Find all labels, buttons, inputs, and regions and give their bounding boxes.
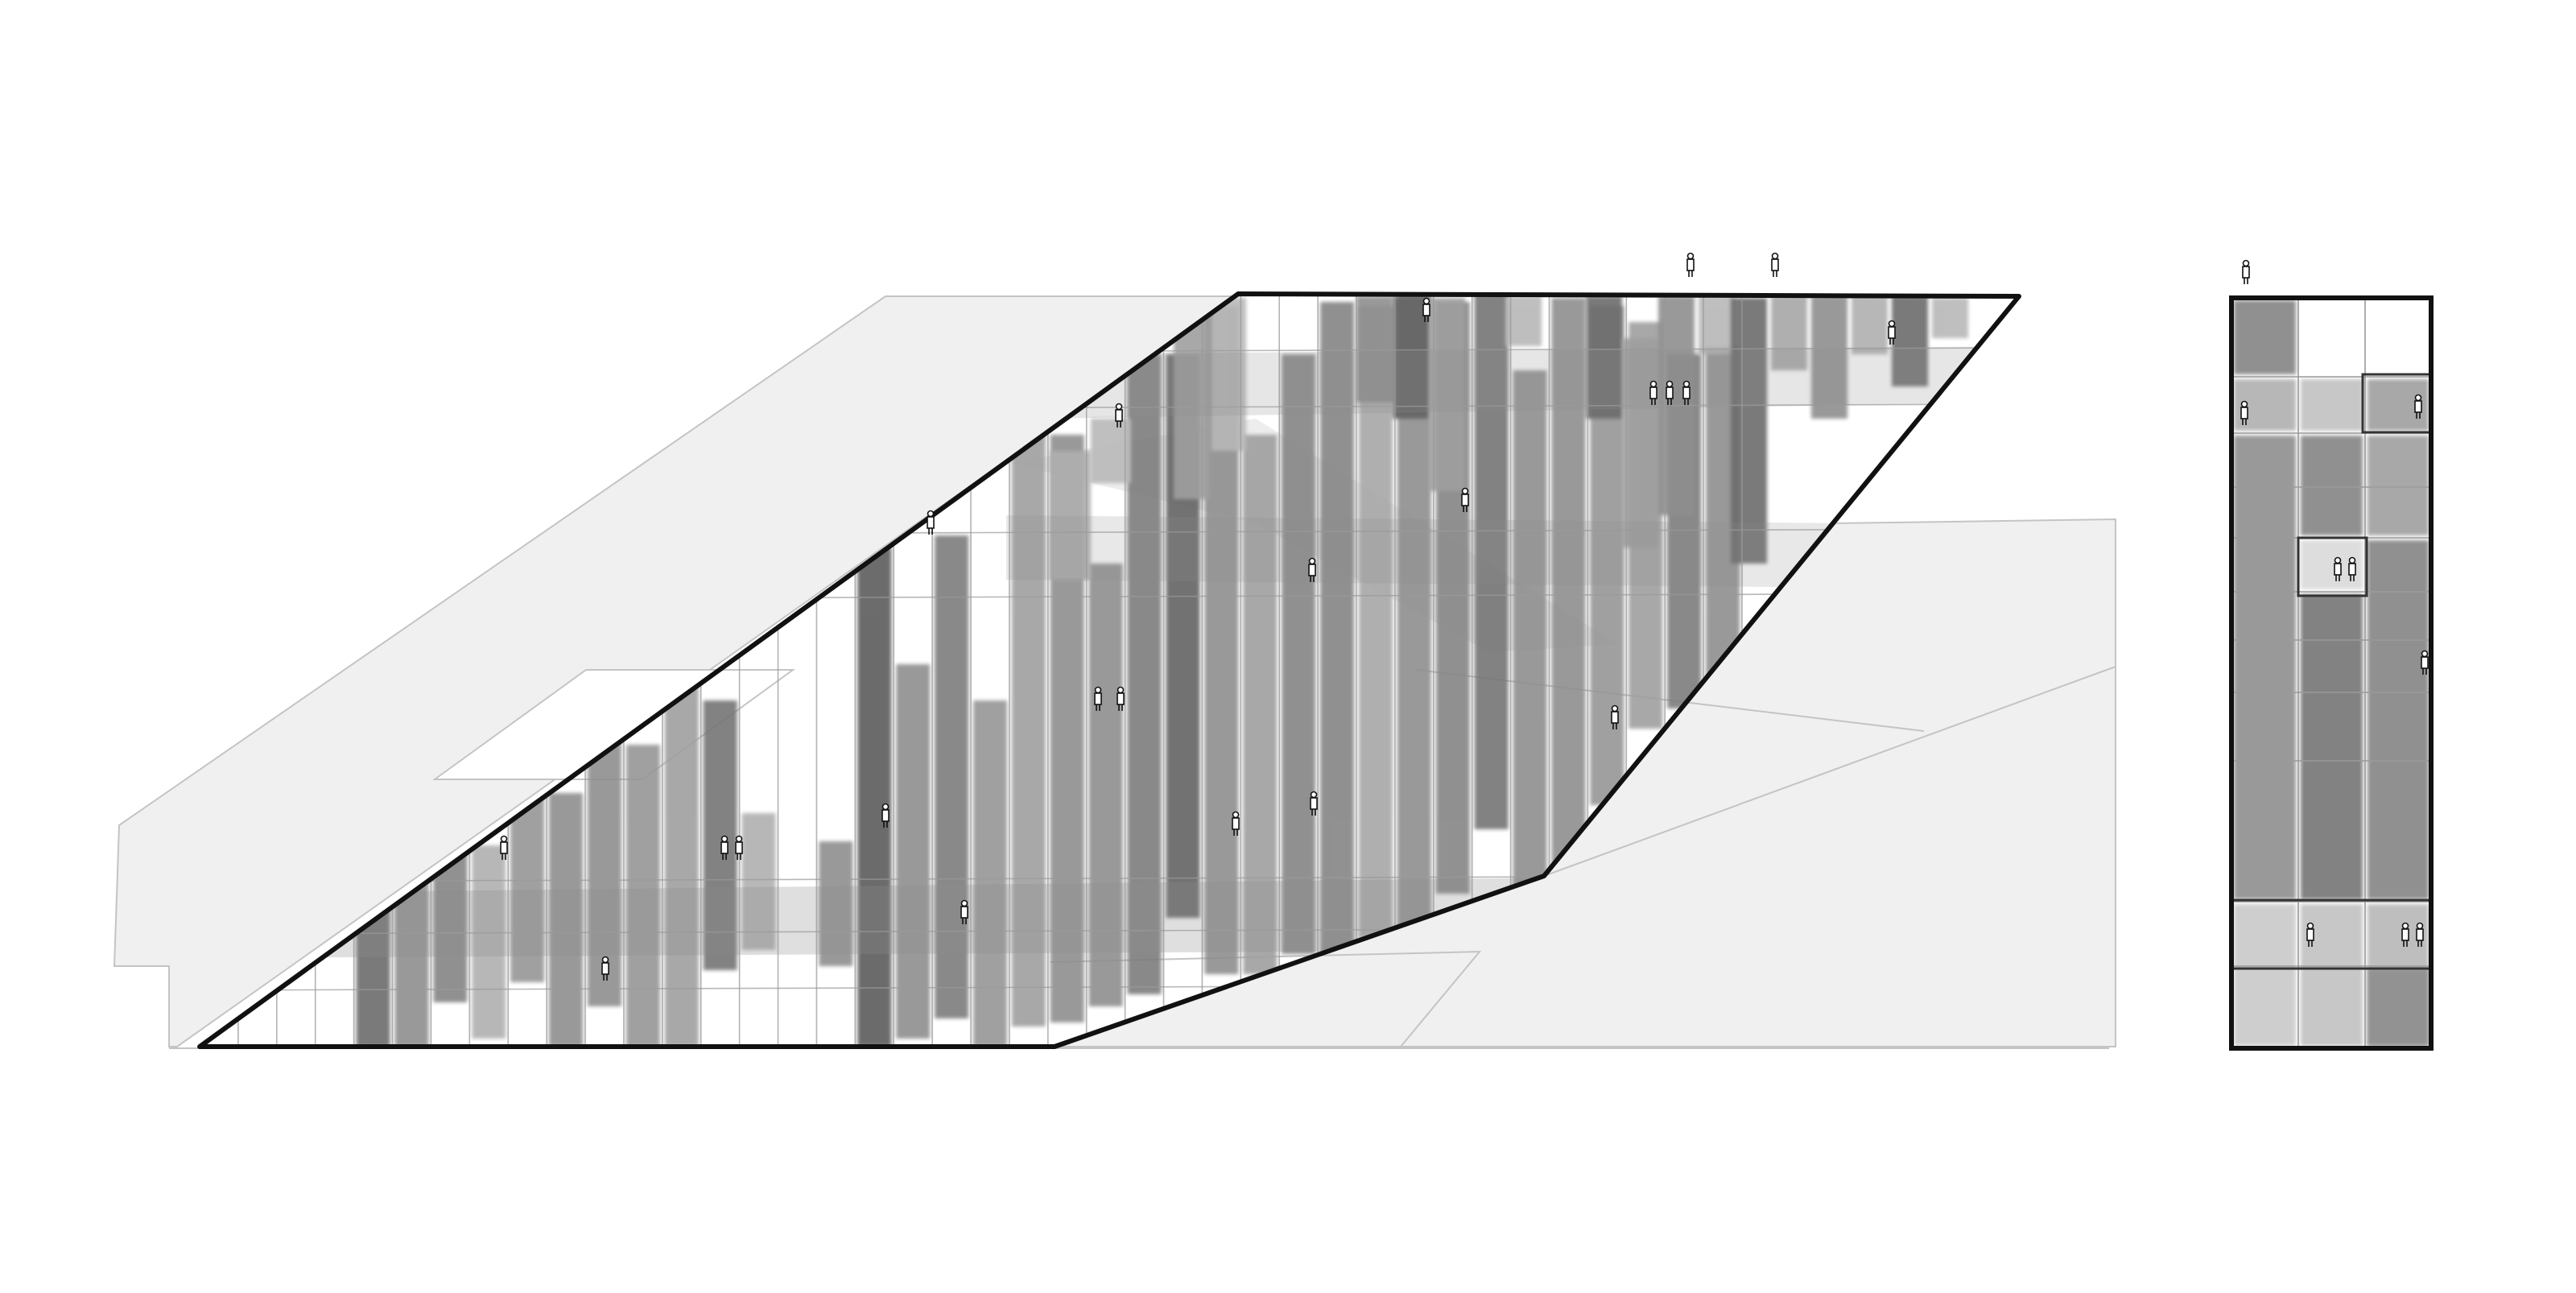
side-elevation-outline: [2229, 295, 2434, 1051]
side-panel: [2234, 436, 2296, 899]
facade-panel: [1586, 296, 1622, 419]
context-opening: [431, 669, 796, 780]
person-figure-icon: [720, 835, 729, 860]
horizontal-band: [1046, 346, 2019, 419]
side-facade-panels: [2234, 300, 2429, 1046]
facade-panel: [1320, 302, 1354, 1006]
facade-panel: [1091, 419, 1131, 483]
person-figure-icon: [1686, 252, 1695, 277]
person-figure-icon: [601, 956, 609, 981]
facade-panel: [1474, 294, 1509, 829]
facade-panel: [1699, 296, 1735, 354]
person-figure-icon: [1094, 686, 1102, 711]
facade-panel: [1892, 296, 1928, 386]
facade-panel: [1011, 419, 1046, 1027]
person-figure-icon: [1666, 380, 1674, 405]
person-figure-icon: [2348, 556, 2356, 581]
facade-panel: [1513, 370, 1547, 926]
side-box: [2297, 536, 2368, 597]
person-figure-icon: [2421, 650, 2429, 675]
facade-panel: [896, 664, 931, 1039]
side-panel: [2368, 540, 2429, 899]
person-figure-icon: [735, 835, 743, 860]
person-figure-icon: [2334, 556, 2342, 581]
facade-panel: [935, 535, 968, 1018]
person-figure-icon: [500, 835, 508, 860]
person-figure-icon: [2240, 400, 2248, 425]
person-figure-icon: [1888, 320, 1896, 345]
side-panel: [2301, 379, 2363, 431]
facade-panel: [1551, 298, 1586, 918]
facade-panel: [1051, 451, 1091, 580]
person-figure-icon: [1422, 297, 1430, 322]
side-panel: [2234, 904, 2296, 1046]
side-panel: [2301, 436, 2363, 535]
facade-panel: [1505, 296, 1542, 346]
person-figure-icon: [960, 899, 968, 924]
horizontal-band: [1006, 515, 1852, 588]
horizontal-band: [200, 878, 1570, 958]
front-elevation-outline: [197, 291, 2021, 1049]
person-figure-icon: [1117, 686, 1125, 711]
person-figure-icon: [2242, 259, 2250, 284]
side-panel: [2368, 969, 2429, 1046]
scale-figures: [500, 252, 2429, 981]
facade-panel: [549, 793, 583, 1047]
facade-panel: [1731, 298, 1767, 564]
person-figure-icon: [1308, 557, 1316, 582]
facade-panel: [857, 547, 892, 1047]
person-figure-icon: [2306, 922, 2314, 947]
facade-panel: [1811, 296, 1847, 419]
person-figure-icon: [1771, 252, 1779, 277]
facade-panel: [1852, 296, 1888, 354]
person-figure-icon: [1682, 380, 1690, 405]
person-figure-icon: [881, 803, 890, 828]
side-box: [2361, 373, 2431, 434]
facade-panel: [664, 668, 699, 1047]
person-figure-icon: [1232, 811, 1240, 836]
person-figure-icon: [1461, 487, 1469, 512]
facade-panel: [1088, 564, 1123, 1006]
side-box: [2231, 898, 2431, 970]
person-figure-icon: [1611, 704, 1619, 729]
person-figure-icon: [2416, 922, 2424, 947]
facade-panel: [625, 745, 660, 1047]
person-figure-icon: [927, 510, 935, 535]
person-figure-icon: [1310, 791, 1318, 816]
facade-panel: [1359, 306, 1393, 938]
facade-panel: [1243, 435, 1278, 974]
person-figure-icon: [1649, 380, 1657, 405]
side-facade-grid: [2231, 298, 2431, 1048]
side-panel: [2368, 436, 2429, 535]
context-line: [1543, 666, 2116, 877]
facade-panel: [1429, 298, 1465, 491]
facade-panel: [1393, 296, 1429, 419]
person-figure-icon: [2414, 394, 2422, 419]
facade-panel: [741, 813, 776, 950]
facade-panel: [1282, 354, 1316, 954]
side-panel: [2234, 300, 2296, 374]
facade-panel: [1771, 296, 1807, 370]
facade-panel: [703, 700, 737, 970]
facade-panel: [973, 700, 1007, 1047]
person-figure-icon: [1115, 403, 1123, 428]
facade-panel: [1932, 298, 1968, 338]
facade-panel: [1622, 338, 1658, 547]
person-figure-icon: [2401, 922, 2409, 947]
facade-panel: [819, 841, 853, 966]
facade-panel: [1127, 354, 1162, 994]
side-panel: [2301, 594, 2363, 899]
facade-panel: [472, 845, 506, 1039]
